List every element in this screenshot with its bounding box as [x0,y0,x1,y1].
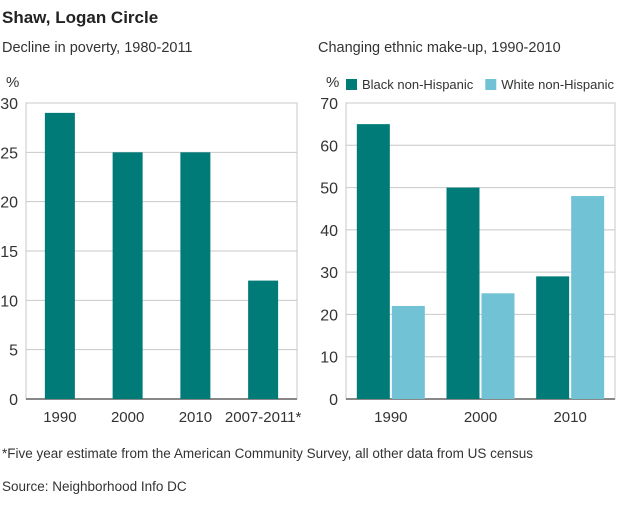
y-tick-label: 5 [9,343,18,360]
y-axis-unit-label: % [326,74,339,91]
x-tick-label: 2010 [553,409,586,426]
y-tick-label: 10 [320,350,338,367]
y-tick-label: 70 [320,96,338,113]
legend-label: Black non-Hispanic [362,77,474,92]
bar-2007-2011* [248,280,279,399]
bar-2010 [180,152,211,399]
bar-1990 [44,112,75,399]
bar-black-non-hispanic-2000 [446,187,480,399]
y-tick-label: 30 [0,96,18,113]
y-tick-label: 30 [320,265,338,282]
figure-title: Shaw, Logan Circle [2,8,159,27]
x-tick-label: 2007-2011* [225,409,302,426]
x-tick-label: 2000 [464,409,497,426]
y-tick-label: 20 [0,195,18,212]
y-tick-label: 0 [329,392,338,409]
y-tick-label: 60 [320,138,338,155]
bar-black-non-hispanic-1990 [356,124,390,400]
x-tick-label: 1990 [374,409,407,426]
y-tick-label: 0 [9,392,18,409]
legend-swatch [485,79,497,90]
bar-white-non-hispanic-2010 [571,196,605,399]
y-tick-label: 25 [0,145,18,162]
bar-2000 [112,152,143,399]
legend-swatch [346,79,357,90]
legend-label: White non-Hispanic [501,77,614,92]
y-tick-label: 40 [320,223,338,240]
right-chart-title: Changing ethnic make-up, 1990-2010 [318,40,561,56]
y-tick-label: 20 [320,307,338,324]
left-chart-title: Decline in poverty, 1980-2011 [2,40,193,56]
source-note: Source: Neighborhood Info DC [2,479,187,494]
y-tick-label: 10 [0,293,18,310]
footnote: *Five year estimate from the American Co… [2,446,533,461]
x-tick-label: 2010 [179,409,212,426]
y-tick-label: 50 [320,181,338,198]
y-tick-label: 15 [0,244,18,261]
bar-black-non-hispanic-2010 [536,276,570,399]
y-axis-unit-label: % [6,74,19,91]
bar-white-non-hispanic-1990 [391,305,425,399]
x-tick-label: 2000 [111,409,144,426]
bar-white-non-hispanic-2000 [481,293,515,399]
x-tick-label: 1990 [43,409,76,426]
